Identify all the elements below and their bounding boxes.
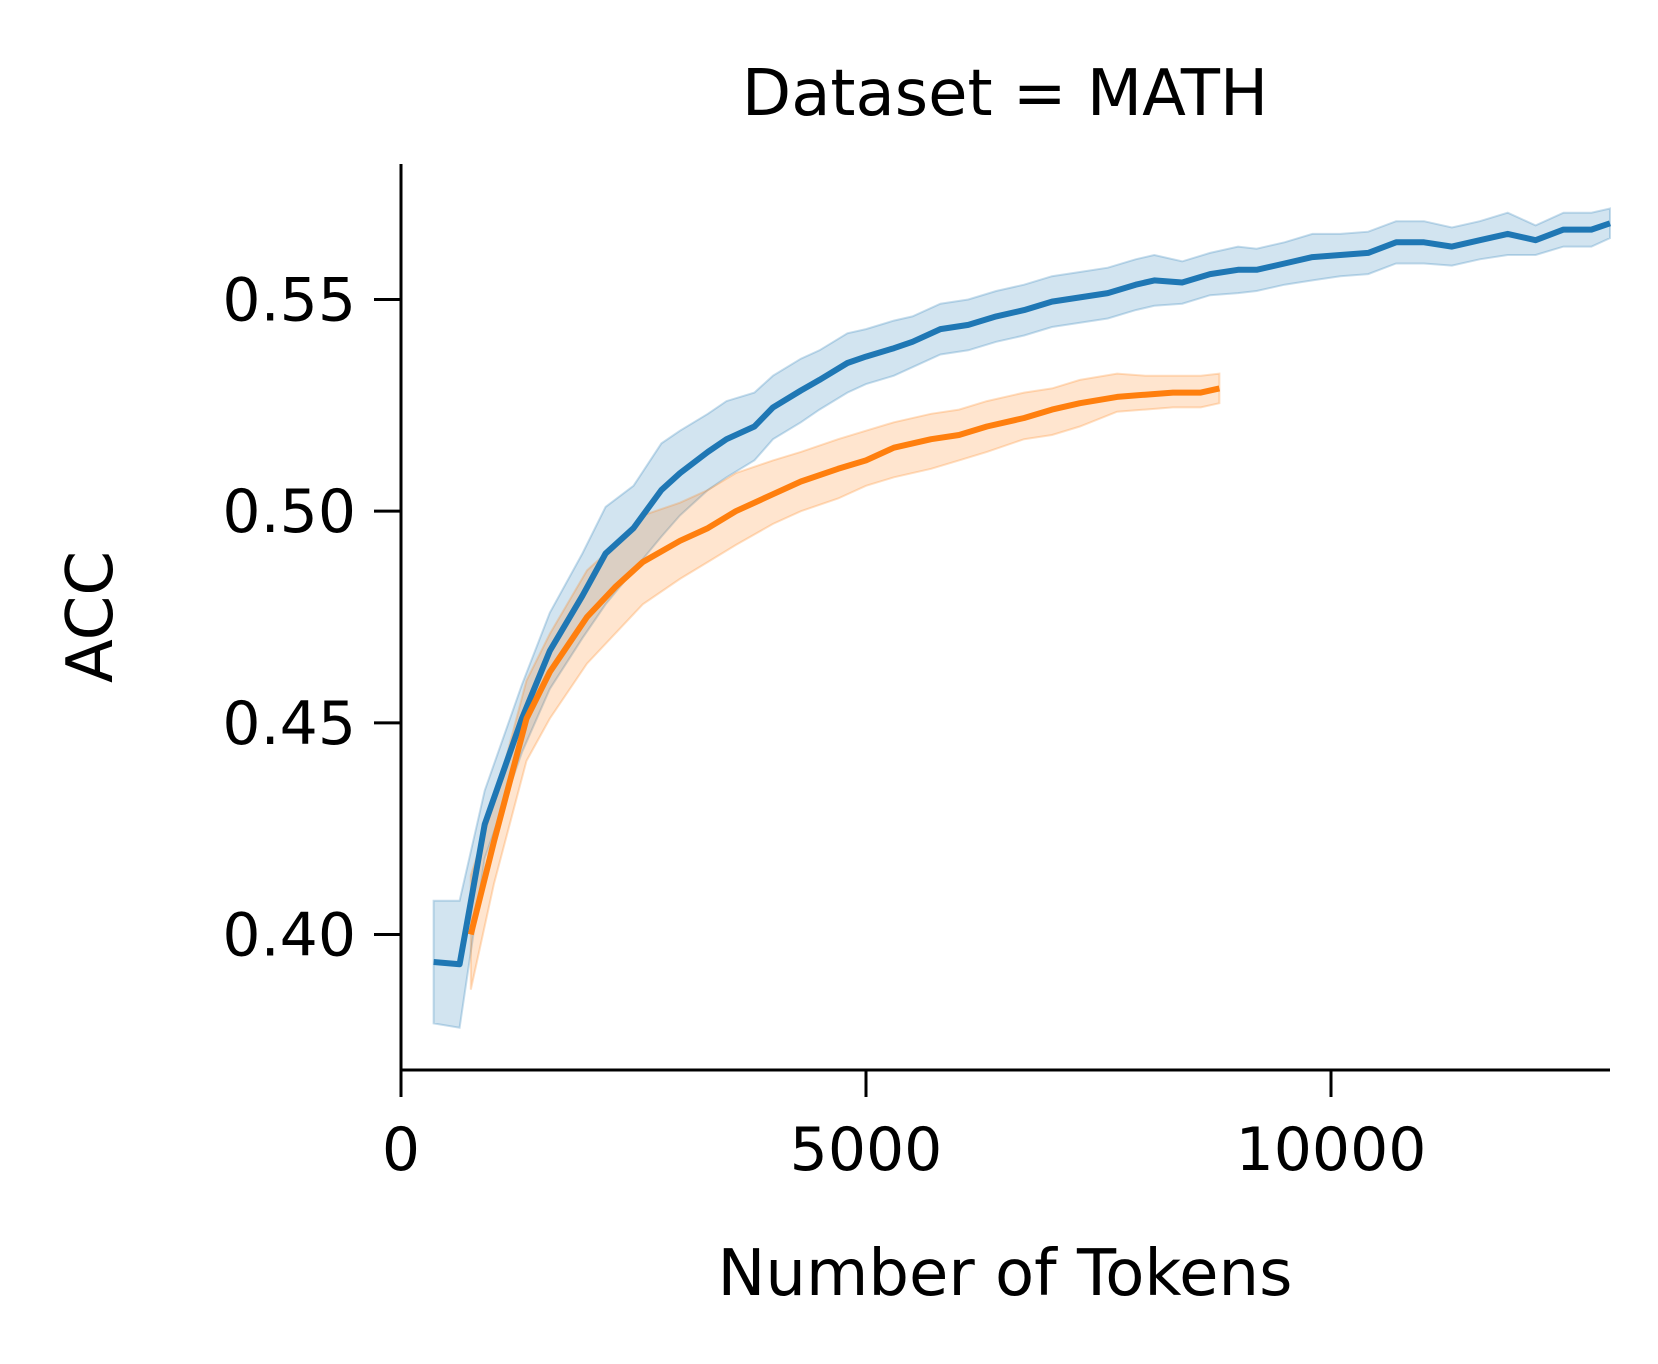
x-tick-label: 10000 xyxy=(1236,1115,1427,1185)
y-axis-ticks: 0.40 0.45 0.50 0.55 xyxy=(222,265,401,971)
chart-title: Dataset = MATH xyxy=(742,57,1268,131)
x-axis-ticks: 0 5000 10000 xyxy=(382,1070,1427,1185)
y-tick-label: 0.55 xyxy=(222,265,356,335)
x-tick-label: 5000 xyxy=(790,1115,943,1185)
y-axis-label: ACC xyxy=(54,551,128,683)
x-axis-label: Number of Tokens xyxy=(718,1237,1293,1311)
series-line-1 xyxy=(467,385,1221,936)
confidence-band-1 xyxy=(469,372,1221,990)
confidence-bands xyxy=(432,207,1611,1029)
confidence-band-0 xyxy=(432,207,1611,1029)
y-tick-label: 0.45 xyxy=(222,689,356,759)
y-tick-label: 0.50 xyxy=(222,477,356,547)
y-tick-label: 0.40 xyxy=(222,901,356,971)
series-lines xyxy=(433,220,1611,968)
series-line-0 xyxy=(433,220,1611,968)
x-tick-label: 0 xyxy=(382,1115,420,1185)
